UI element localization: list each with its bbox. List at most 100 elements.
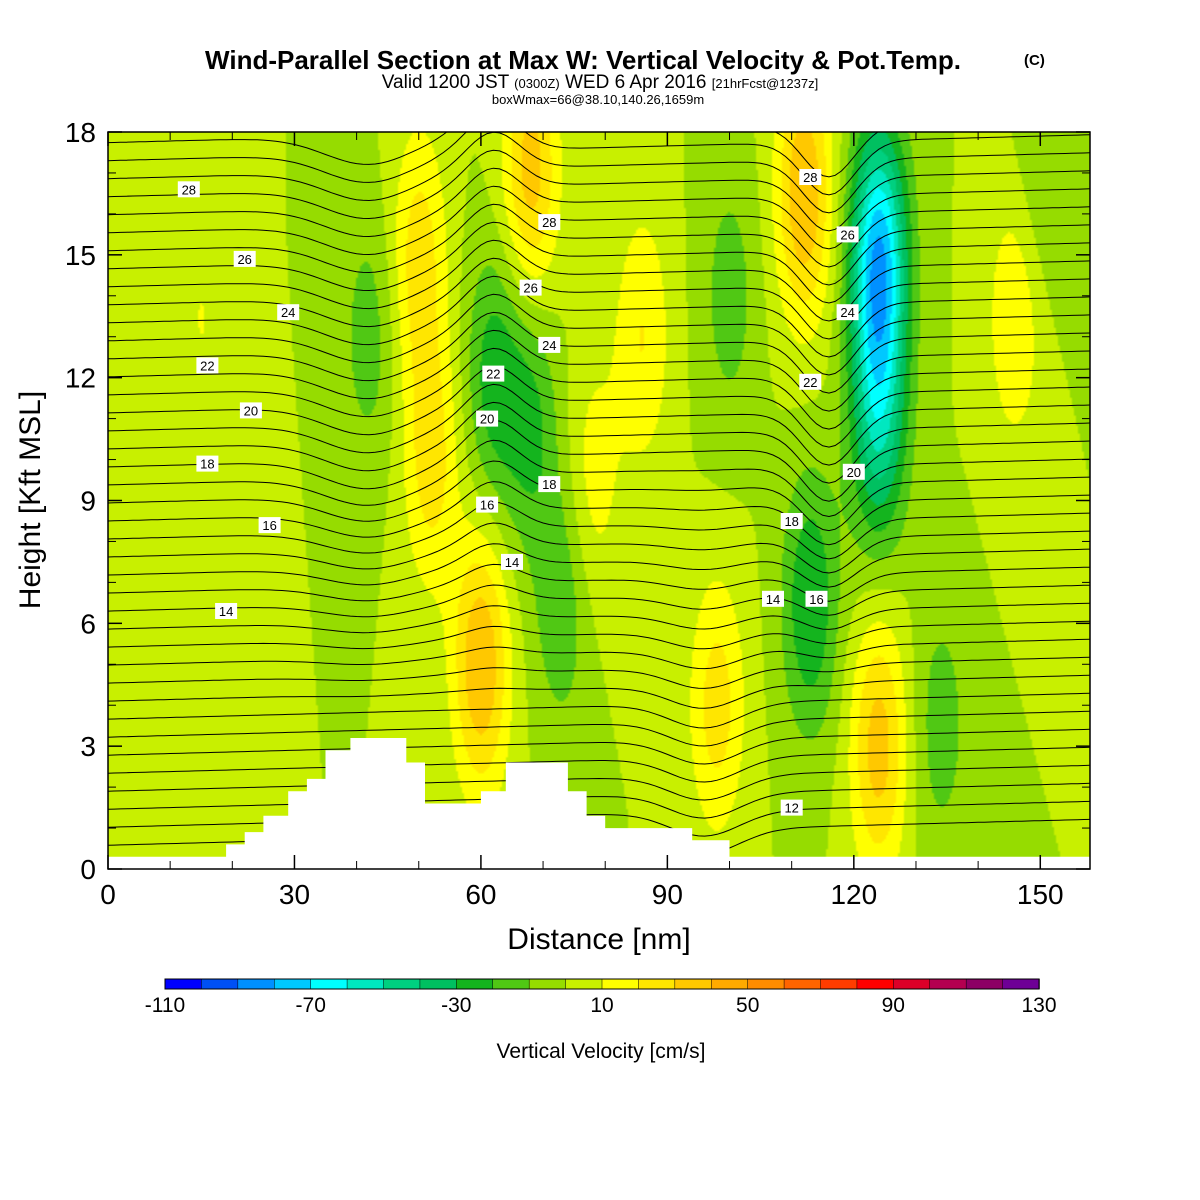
copyright-mark: (C) (1024, 52, 1045, 69)
theta-contour-line (108, 365, 1090, 448)
terrain (108, 738, 1090, 869)
theta-label-bg (805, 590, 828, 607)
theta-label: 16 (476, 496, 499, 513)
theta-label-bg (177, 181, 200, 198)
theta-contour-line (108, 710, 1090, 747)
colorbar-swatch (383, 978, 421, 990)
colorbar-label: Vertical Velocity [cm/s] (497, 1040, 706, 1063)
plot-area: 28 26 24 22 20 18 16 14 28 26 24 22 20 18 16 14 28 26 24 22… (107, 131, 1091, 870)
colorbar-tick-label: -70 (296, 994, 326, 1017)
y-tick-labels: 0 3 6 9 12 15 18 (65, 117, 96, 885)
theta-contour-line (108, 329, 1090, 412)
colorbar-swatch (164, 978, 203, 990)
theta-label-bg (538, 214, 561, 231)
theta-label-bg (258, 517, 281, 534)
colorbar-swatch (711, 978, 749, 990)
theta-label: 22 (196, 357, 219, 374)
theta-label: 22 (482, 365, 505, 382)
theta-label-text: 22 (803, 375, 817, 390)
theta-label-bg (196, 357, 219, 374)
theta-label-text: 20 (847, 465, 861, 480)
theta-label: 12 (780, 799, 803, 816)
theta-label: 16 (805, 590, 828, 607)
theta-label-bg (780, 799, 803, 816)
theta-label-text: 28 (803, 170, 817, 185)
colorbar-tick-label: 90 (882, 994, 905, 1017)
theta-contour-line (108, 419, 1090, 502)
y-axis-label: Height [Kft MSL] (14, 391, 47, 609)
theta-label-bg (780, 513, 803, 529)
theta-label: 26 (233, 250, 256, 267)
theta-label-text: 28 (542, 215, 556, 230)
theta-label: 18 (538, 476, 561, 493)
colorbar-tick-label: 10 (590, 994, 613, 1017)
valid-date: WED 6 Apr 2016 (565, 72, 707, 93)
colorbar-swatch (346, 978, 385, 990)
theta-label: 14 (215, 603, 238, 619)
x-axis-label: Distance [nm] (507, 923, 690, 956)
forecast-info: [21hrFcst@1237z] (712, 76, 818, 91)
colorbar-swatch (1002, 978, 1040, 990)
theta-label-bg (799, 169, 822, 185)
colorbar: -110 -70 -30 10 50 90 130 Vertical Velocity [c… (145, 978, 1057, 1063)
colorbar-tick-label: 130 (1021, 994, 1056, 1017)
theta-contour-line (108, 764, 1090, 801)
colorbar-swatch (274, 978, 312, 990)
theta-label: 18 (196, 455, 219, 472)
theta-contour-line (108, 692, 1090, 729)
colorbar-swatch (492, 978, 530, 990)
theta-label-text: 28 (182, 182, 196, 197)
theta-contour-line (108, 239, 1090, 322)
colorbar-swatch (310, 978, 348, 990)
theta-contour-line (108, 782, 1090, 819)
vertical-velocity-field (108, 132, 1090, 869)
colorbar-frame (164, 978, 1040, 990)
axis-ticks (107, 131, 1090, 870)
colorbar-swatch (601, 978, 640, 990)
theta-label: 28 (799, 169, 822, 185)
colorbar-swatch (965, 978, 1004, 990)
x-tick-label: 60 (465, 879, 496, 910)
theta-contour-line (108, 401, 1090, 484)
theta-contour-line (108, 728, 1090, 765)
theta-contour-line (108, 132, 879, 178)
theta-label: 22 (799, 373, 822, 390)
theta-label: 28 (177, 181, 200, 198)
theta-label: 24 (836, 304, 859, 321)
x-tick-label: 120 (830, 879, 877, 910)
theta-label-text: 24 (840, 305, 854, 320)
theta-label-text: 24 (542, 338, 556, 353)
colorbar-tick-labels: -110 -70 -30 10 50 90 130 (145, 994, 1057, 1017)
theta-label-text: 14 (219, 604, 233, 619)
theta-label: 16 (258, 517, 281, 534)
chart-subtitle: Valid 1200 JST (0300Z) WED 6 Apr 2016 [2… (382, 72, 818, 93)
x-tick-labels: 0 30 60 90 120 150 (100, 879, 1063, 910)
colorbar-swatch (237, 978, 275, 990)
theta-label: 14 (762, 590, 784, 607)
y-tick-label: 9 (80, 486, 96, 517)
theta-label-bg (476, 410, 499, 427)
theta-label-bg (482, 365, 505, 382)
theta-label-text: 22 (200, 358, 214, 373)
colorbar-swatch (856, 978, 895, 990)
theta-contour-line (108, 185, 1090, 268)
colorbar-swatch (929, 978, 967, 990)
theta-label: 14 (501, 553, 523, 570)
valid-time: Valid 1200 JST (382, 72, 510, 93)
theta-contour-line (108, 275, 1090, 358)
theta-label-text: 20 (244, 403, 258, 418)
colorbar-swatch (201, 978, 239, 990)
theta-contour-line (108, 311, 1090, 394)
colorbar-swatch (820, 978, 858, 990)
theta-label-bg (519, 279, 542, 296)
theta-label-bg (239, 402, 262, 419)
theta-contour-line (108, 132, 1090, 196)
y-tick-label: 15 (65, 240, 96, 271)
theta-contour-line (108, 522, 1090, 574)
theta-contour-line (108, 584, 1090, 618)
colorbar-tick-label: -110 (145, 994, 185, 1017)
theta-contour-line (108, 746, 1090, 783)
chart-title: Wind-Parallel Section at Max W: Vertical… (205, 45, 961, 75)
theta-label-text: 18 (542, 477, 556, 492)
colorbar-tick-label: 50 (736, 994, 759, 1017)
